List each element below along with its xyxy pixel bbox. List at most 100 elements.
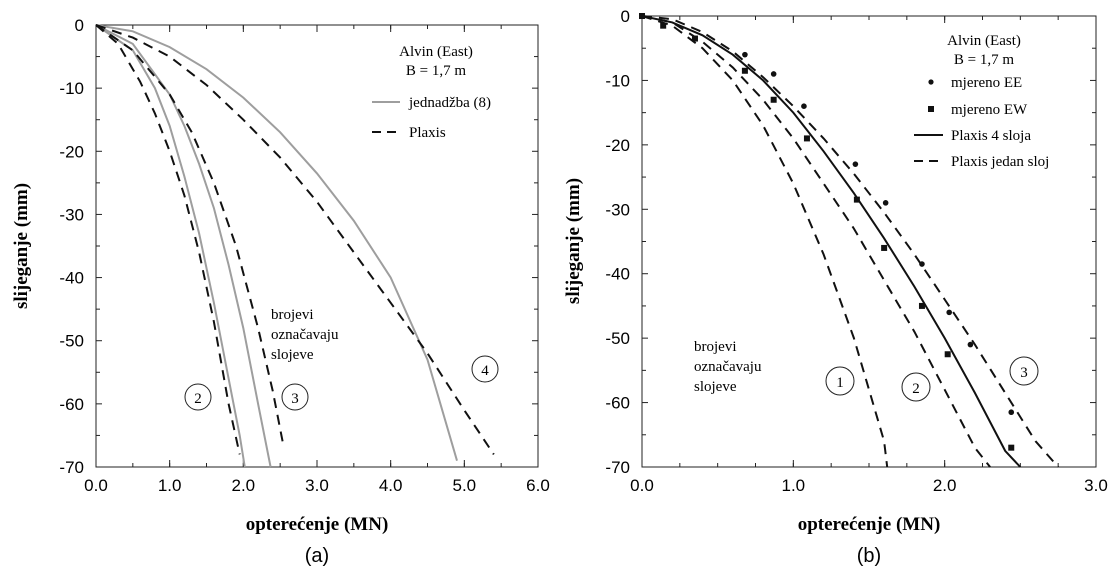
layer-circle-1-b [825, 366, 855, 396]
series-line-a-6 [95, 24, 495, 455]
y-tick-label-b: -70 [605, 458, 630, 477]
data-point-ee [770, 71, 777, 77]
data-point-ee [742, 51, 748, 58]
legend-label-equation: jednadžba (8) [408, 95, 491, 111]
y-tick-label-b: 0 [621, 7, 630, 26]
note-line-2-a: označavaju [271, 327, 339, 343]
legend-label-plaxis1: Plaxis jedan sloj [951, 154, 1049, 170]
layer-label-2-a: 2 [194, 391, 202, 407]
legend-label-plaxis: Plaxis [409, 125, 446, 141]
y-tick-label-a: -20 [59, 142, 84, 161]
y-axis-label-b: slijeganje (mm) [563, 178, 584, 304]
x-tick-label-b: 0.0 [630, 476, 654, 495]
series-line-a-2 [95, 24, 272, 468]
y-tick-label-a: -40 [59, 269, 84, 288]
series-line-b-3 [641, 15, 991, 468]
x-axis-label-b: opterećenje (MN) [798, 514, 941, 535]
y-tick-label-a: -70 [59, 458, 84, 477]
legend-swatch-ee [928, 79, 934, 85]
layer-label-1-b: 1 [836, 375, 844, 391]
y-tick-label-b: -10 [605, 71, 630, 90]
x-tick-label-a: 0.0 [84, 476, 108, 495]
data-point-ew [639, 13, 645, 19]
note-line-3-b: slojeve [694, 379, 737, 395]
x-tick-label-b: 2.0 [933, 476, 957, 495]
layer-circle-3-b [1009, 356, 1039, 386]
data-point-ee [946, 309, 953, 316]
y-tick-label-b: -40 [605, 265, 630, 284]
x-tick-label-a: 1.0 [158, 476, 182, 495]
y-tick-label-a: -60 [59, 395, 84, 414]
data-point-ew [803, 135, 810, 142]
legend-label-ee: mjereno EE [951, 75, 1022, 91]
data-point-ew [741, 67, 748, 74]
series-line-b-2 [641, 15, 889, 468]
x-tick-label-a: 5.0 [453, 476, 477, 495]
y-tick-label-a: -10 [59, 79, 84, 98]
data-point-ew [918, 302, 925, 309]
legend-label-plaxis4: Plaxis 4 sloja [951, 128, 1031, 144]
x-tick-label-a: 3.0 [305, 476, 329, 495]
x-tick-label-b: 1.0 [782, 476, 806, 495]
panel-b: 0 -10 -20 -30 -40 -50 -60 -700.0 1.0 2.0 3.0 opter… [563, 7, 1108, 567]
layer-label-3-b: 3 [1020, 365, 1028, 381]
data-point-ee [852, 161, 859, 167]
y-tick-label-b: -50 [605, 329, 630, 348]
note-line-1-a: brojevi [271, 307, 314, 323]
layer-circle-3-a [281, 383, 309, 411]
plot-frame-a [95, 24, 539, 468]
series-line-a-1 [95, 24, 246, 468]
legend-subtitle-a: B = 1,7 m [406, 63, 466, 79]
note-line-3-a: slojeve [271, 347, 314, 363]
data-point-ee [1008, 409, 1015, 416]
data-point-ew [1008, 444, 1015, 451]
legend-label-ew: mjereno EW [951, 102, 1028, 118]
y-tick-label-a: -30 [59, 205, 84, 224]
data-point-ee [801, 103, 807, 109]
layer-label-3-a: 3 [291, 391, 299, 407]
series-b [639, 13, 1059, 468]
data-point-ee [967, 341, 974, 348]
layer-label-4-a: 4 [481, 363, 489, 379]
ticks-b: 0 -10 -20 -30 -40 -50 -60 -700.0 1.0 2.0 3.0 [605, 7, 1107, 495]
series-line-a-5 [95, 24, 285, 449]
series-line-a-4 [95, 24, 241, 455]
legend-subtitle-b: B = 1,7 m [954, 52, 1014, 68]
x-axis-label-a: opterećenje (MN) [246, 514, 389, 535]
y-tick-label-b: -60 [605, 394, 630, 413]
y-tick-label-b: -30 [605, 200, 630, 219]
series-line-b-4 [641, 15, 1059, 468]
y-tick-label-a: -50 [59, 332, 84, 351]
layer-circle-4-a [471, 355, 499, 383]
series-a [95, 24, 495, 468]
data-point-ew [881, 244, 888, 251]
x-tick-label-a: 4.0 [379, 476, 403, 495]
note-line-1-b: brojevi [694, 339, 737, 355]
data-point-ew [853, 196, 860, 203]
x-tick-label-a: 2.0 [232, 476, 256, 495]
note-line-2-b: označavaju [694, 359, 762, 375]
data-point-ee [919, 261, 925, 267]
y-tick-label-b: -20 [605, 136, 630, 155]
plot-frame-b [641, 15, 1097, 468]
layer-circle-2-a [184, 383, 212, 411]
legend-title-b: Alvin (East) [947, 33, 1021, 49]
ticks-a: 0 -10 -20 -30 -40 -50 -60 -700.0 1.0 2.0 3.0 4.0 5.0… [59, 16, 549, 495]
y-axis-label-a: slijeganje (mm) [11, 183, 32, 309]
data-point-ew [944, 351, 951, 358]
layer-label-2-b: 2 [912, 381, 920, 397]
series-line-b-1 [641, 15, 1022, 468]
x-tick-label-a: 6.0 [526, 476, 550, 495]
panel-a: 0 -10 -20 -30 -40 -50 -60 -700.0 1.0 2.0 3.0 4.0 5.0… [11, 16, 550, 567]
legend-swatch-ew [928, 106, 934, 112]
data-point-ee [882, 200, 889, 206]
data-point-ew [660, 22, 667, 29]
legend-title-a: Alvin (East) [399, 44, 473, 60]
series-line-a-3 [95, 24, 458, 461]
y-tick-label-a: 0 [75, 16, 84, 35]
x-tick-label-b: 3.0 [1084, 476, 1108, 495]
data-point-ew [691, 35, 698, 42]
caption-b: (b) [857, 545, 881, 567]
data-point-ew [770, 96, 777, 103]
